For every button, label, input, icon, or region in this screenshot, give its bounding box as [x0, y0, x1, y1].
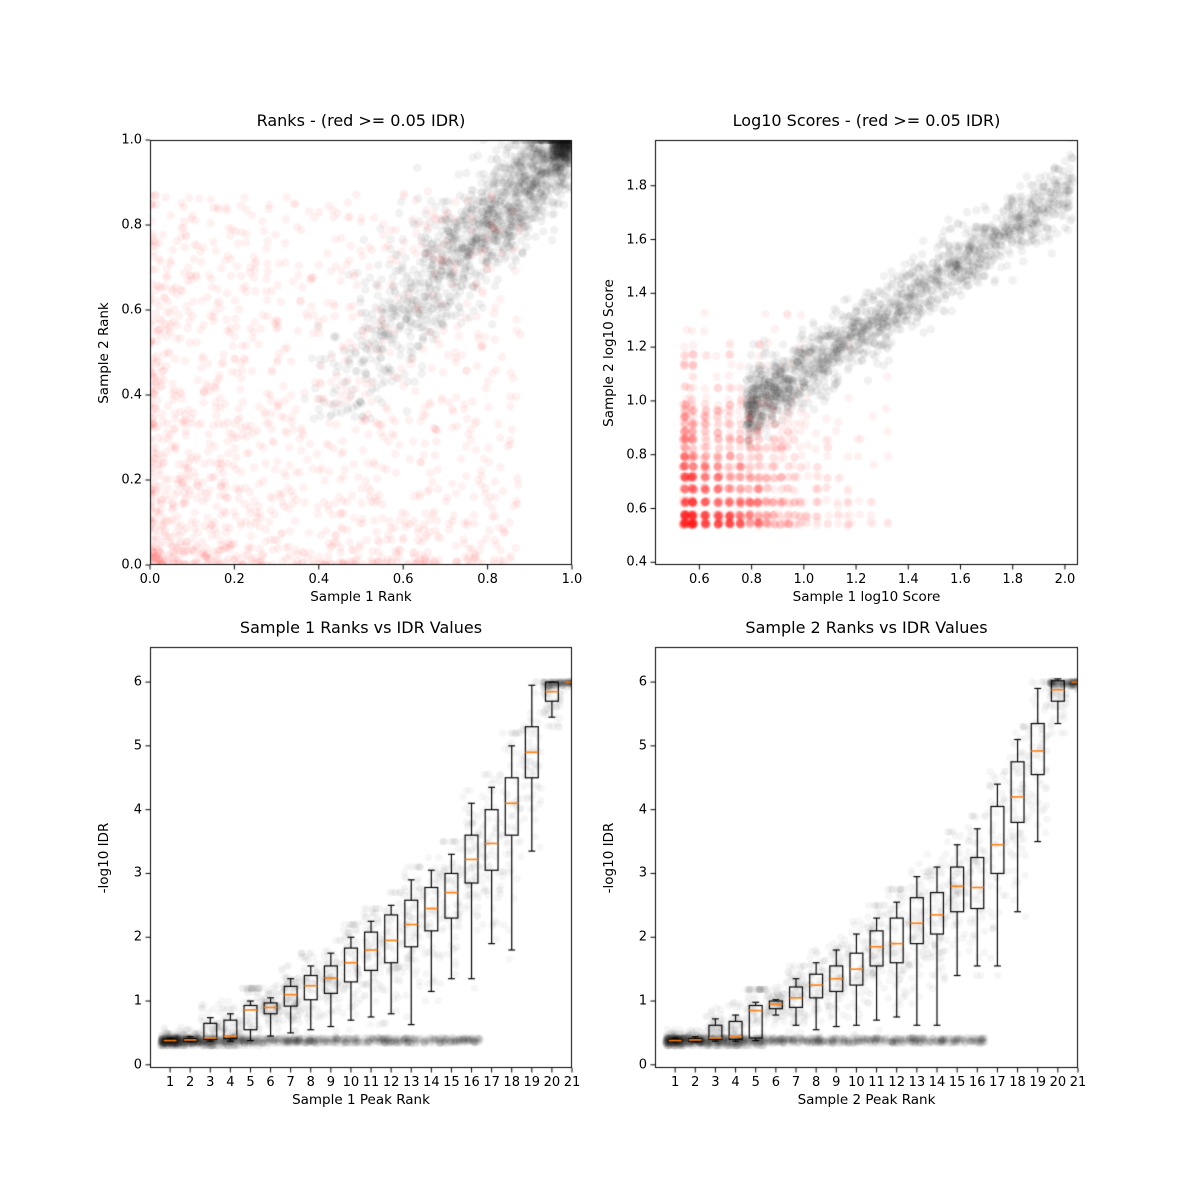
x-tick-label: 4 [226, 1075, 235, 1090]
y-tick-label: 1 [638, 993, 647, 1009]
x-tick-label: 3 [206, 1075, 215, 1090]
y-tick-label: 1 [133, 993, 142, 1009]
y-tick-label: 1.4 [626, 285, 647, 301]
x-tick-label: 1.0 [561, 572, 583, 587]
x-tick-label: 2.0 [1054, 572, 1076, 587]
x-tick-label: 11 [868, 1075, 885, 1090]
y-tick-label: 2 [133, 929, 142, 945]
y-tick-label: 3 [133, 865, 142, 881]
y-tick-label: 6 [133, 674, 142, 690]
x-tick-label: 1.8 [1002, 572, 1024, 587]
y-tick-label: 1.2 [626, 339, 647, 355]
y-tick-label: 0.2 [121, 472, 142, 488]
y-tick-label: 6 [638, 674, 647, 690]
x-tick-label: 2 [691, 1075, 700, 1090]
x-tick-label: 21 [1069, 1075, 1087, 1090]
sample1-boxplot-yaxis-label: -log10 IDR [96, 822, 112, 893]
x-tick-label: 19 [523, 1075, 541, 1090]
y-tick-label: 0.8 [626, 447, 647, 463]
x-tick-label: 17 [483, 1075, 500, 1090]
x-tick-label: 5 [246, 1075, 255, 1090]
x-tick-label: 18 [503, 1075, 520, 1090]
y-tick-label: 4 [133, 802, 142, 818]
x-tick-label: 8 [306, 1075, 315, 1090]
x-tick-label: 0.4 [308, 572, 330, 587]
y-tick-label: 0.4 [626, 554, 647, 570]
x-tick-label: 20 [1049, 1075, 1067, 1090]
x-tick-label: 1.6 [950, 572, 971, 587]
x-tick-label: 2 [186, 1075, 195, 1090]
x-tick-label: 10 [342, 1075, 360, 1090]
x-tick-label: 14 [423, 1075, 440, 1090]
x-tick-label: 0.0 [139, 572, 161, 587]
x-tick-label: 17 [989, 1075, 1006, 1090]
x-tick-label: 9 [832, 1075, 841, 1090]
x-tick-label: 0.6 [392, 572, 414, 587]
log10-scores-yaxis-label: Sample 2 log10 Score [601, 278, 617, 427]
y-tick-label: 1.0 [121, 132, 142, 148]
x-tick-label: 16 [463, 1075, 480, 1090]
sample2-boxplot-yaxis-label: -log10 IDR [601, 822, 617, 893]
x-tick-label: 0.6 [689, 572, 710, 587]
y-tick-label: 5 [638, 738, 647, 754]
y-tick-label: 1.8 [626, 178, 647, 194]
x-tick-label: 1.4 [897, 572, 919, 587]
x-tick-label: 14 [928, 1075, 946, 1090]
x-tick-label: 0.2 [224, 572, 245, 587]
ranks-yaxis-label: Sample 2 Rank [96, 301, 112, 404]
x-tick-label: 15 [948, 1075, 966, 1090]
x-tick-label: 0.8 [741, 572, 762, 587]
x-tick-label: 1.2 [845, 572, 867, 587]
x-tick-label: 8 [812, 1075, 821, 1090]
y-tick-label: 5 [133, 738, 142, 754]
x-tick-label: 7 [791, 1075, 801, 1090]
y-tick-label: 0.0 [121, 557, 142, 573]
sample1-boxplot-xaxis-label: Sample 1 Peak Rank [292, 1092, 430, 1108]
y-tick-label: 0.6 [121, 302, 142, 318]
x-tick-label: 0.8 [477, 572, 498, 587]
x-tick-label: 12 [382, 1075, 400, 1090]
ranks-xaxis-label: Sample 1 Rank [310, 589, 412, 605]
x-tick-label: 1.0 [793, 572, 815, 587]
x-tick-label: 13 [908, 1075, 926, 1090]
x-tick-label: 4 [731, 1075, 740, 1090]
y-tick-label: 1.0 [626, 393, 647, 409]
x-tick-label: 16 [969, 1075, 986, 1090]
x-tick-label: 6 [266, 1075, 275, 1090]
y-tick-label: 1.6 [626, 232, 647, 248]
y-tick-label: 0 [638, 1057, 647, 1073]
y-tick-label: 3 [638, 865, 647, 881]
x-tick-label: 11 [362, 1075, 380, 1090]
log10-scores-plot-title: Log10 Scores - (red >= 0.05 IDR) [732, 111, 1001, 130]
x-tick-label: 18 [1009, 1075, 1026, 1090]
x-tick-label: 1 [671, 1075, 680, 1090]
x-tick-label: 10 [848, 1075, 865, 1090]
y-tick-label: 0.6 [626, 501, 647, 516]
ranks-plot-title: Ranks - (red >= 0.05 IDR) [256, 111, 466, 130]
y-tick-label: 0 [133, 1057, 142, 1073]
x-tick-label: 9 [326, 1075, 335, 1090]
y-tick-label: 2 [638, 929, 647, 945]
x-tick-label: 6 [771, 1075, 780, 1090]
x-tick-label: 13 [402, 1075, 420, 1090]
x-tick-label: 21 [563, 1075, 581, 1090]
sample2-boxplot-xaxis-label: Sample 2 Peak Rank [797, 1092, 936, 1108]
sample1-boxplot-title: Sample 1 Ranks vs IDR Values [239, 618, 483, 637]
x-tick-label: 1 [165, 1075, 175, 1090]
sample2-boxplot-title: Sample 2 Ranks vs IDR Values [745, 618, 988, 637]
x-tick-label: 12 [888, 1075, 905, 1090]
x-tick-label: 3 [711, 1075, 720, 1090]
x-tick-label: 7 [286, 1075, 295, 1090]
x-tick-label: 19 [1029, 1075, 1046, 1090]
y-tick-label: 4 [638, 802, 647, 818]
x-tick-label: 5 [751, 1075, 760, 1090]
x-tick-label: 20 [543, 1075, 561, 1090]
y-tick-label: 0.8 [121, 217, 142, 233]
y-tick-label: 0.4 [121, 387, 142, 403]
log10-scores-xaxis-label: Sample 1 log10 Score [792, 589, 941, 605]
x-tick-label: 15 [443, 1075, 460, 1090]
